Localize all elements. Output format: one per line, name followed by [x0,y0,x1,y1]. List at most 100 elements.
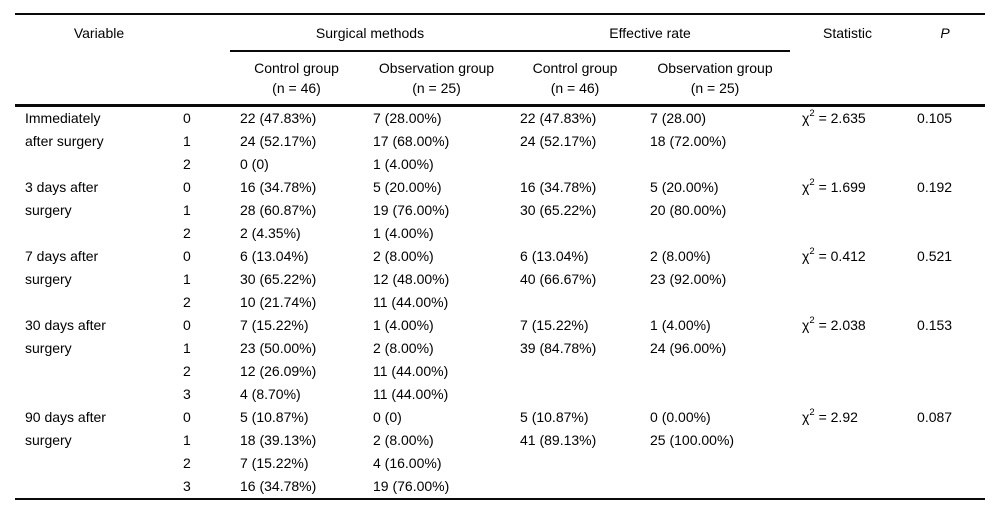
column-header-statistic: Statistic [823,25,873,41]
table-row: 2 7 (15.22%) 4 (16.00%) [15,452,985,475]
er-control-cell: 30 (65.22%) [520,202,597,218]
chi-symbol: χ [802,248,810,264]
sm-observation-cell: 11 (44.00%) [373,386,449,402]
sm-observation-cell: 12 (48.00%) [373,271,450,287]
score-cell: 0 [183,317,191,333]
variable-cell: surgery [25,432,72,448]
table-row: 7 days after 0 6 (13.04%) 2 (8.00%) 6 (1… [15,245,985,268]
variable-cell: surgery [25,271,72,287]
score-cell: 0 [183,179,191,195]
table-row: 3 days after 0 16 (34.78%) 5 (20.00%) 16… [15,176,985,199]
table-row: 2 2 (4.35%) 1 (4.00%) [15,222,985,245]
er-observation-cell [640,475,790,499]
sm-control-cell: 5 (10.87%) [240,409,309,425]
table-row: surgery 1 28 (60.87%) 19 (76.00%) 30 (65… [15,199,985,222]
sm-observation-cell: 4 (16.00%) [373,455,442,471]
group-header-effective-rate: Effective rate [510,14,791,52]
p-value-cell [905,153,985,176]
table-row: surgery 1 23 (50.00%) 2 (8.00%) 39 (84.7… [15,337,985,360]
subheader-er-control-label: Control group [532,60,618,76]
subheader-variable-spacer [15,51,173,107]
p-value-cell: 0.087 [917,409,953,425]
er-observation-cell: 25 (100.00%) [650,432,735,448]
sm-observation-cell: 11 (44.00%) [373,363,449,379]
chi-symbol: χ [802,409,810,425]
er-control-cell: 40 (66.67%) [520,271,597,287]
sm-control-cell: 6 (13.04%) [240,248,309,264]
group-header-surgical-methods: Surgical methods [230,14,511,52]
sm-observation-cell: 2 (8.00%) [373,432,434,448]
subheader-statistic-spacer [790,51,906,107]
score-cell: 3 [183,386,191,402]
variable-cell: 7 days after [25,248,99,264]
er-control-cell [510,153,640,176]
table-body: Immediately 0 22 (47.83%) 7 (28.00%) 22 … [15,106,985,500]
sm-observation-cell: 19 (76.00%) [373,478,450,494]
statistic-cell [790,452,905,475]
er-observation-cell: 24 (96.00%) [650,340,727,356]
score-cell: 2 [183,156,191,172]
score-cell: 1 [183,340,191,356]
sm-control-cell: 18 (39.13%) [240,432,317,448]
statistic-cell [790,130,905,153]
sm-control-cell: 23 (50.00%) [240,340,317,356]
er-observation-cell: 5 (20.00%) [650,179,719,195]
subheader-sm-observation-n: (n = 25) [412,80,461,96]
statistic-cell: χ2 = 0.412 [790,245,905,268]
er-observation-cell: 18 (72.00%) [650,133,727,149]
sm-control-cell: 16 (34.78%) [240,179,317,195]
sm-control-cell: 24 (52.17%) [240,133,317,149]
score-cell: 3 [183,478,191,494]
score-cell: 2 [183,225,191,241]
er-control-cell [510,360,640,383]
er-observation-cell [640,383,790,406]
sm-control-cell: 4 (8.70%) [240,386,301,402]
sm-control-cell: 10 (21.74%) [240,294,317,310]
variable-cell: 3 days after [25,179,99,195]
variable-cell: surgery [25,202,72,218]
header-row-subgroups: Control group (n = 46) Observation group (… [15,51,986,107]
er-observation-cell: 20 (80.00%) [650,202,727,218]
table-row: 90 days after 0 5 (10.87%) 0 (0) 5 (10.8… [15,406,985,429]
er-control-cell: 41 (89.13%) [520,432,597,448]
variable-cell [15,291,173,314]
variable-cell: after surgery [25,133,104,149]
sm-observation-cell: 2 (8.00%) [373,340,434,356]
column-header-score-spacer [173,14,230,51]
column-header-variable: Variable [73,25,125,41]
statistic-cell: χ2 = 2.038 [790,314,905,337]
variable-cell: Immediately [25,110,101,126]
variable-cell [15,222,173,245]
table-row: surgery 1 30 (65.22%) 12 (48.00%) 40 (66… [15,268,985,291]
table-row: surgery 1 18 (39.13%) 2 (8.00%) 41 (89.1… [15,429,985,452]
score-cell: 0 [183,110,191,126]
subheader-er-observation-n: (n = 25) [690,80,740,96]
sm-observation-cell: 1 (4.00%) [373,225,434,241]
statistic-cell [790,360,905,383]
statistic-cell [790,268,905,291]
subheader-sm-observation: Observation group (n = 25) [363,51,511,107]
er-observation-cell: 0 (0.00%) [650,409,711,425]
subheader-sm-control-label: Control group [254,60,339,76]
statistic-equation: = 2.038 [814,317,866,333]
header-row-groups: Variable Surgical methods Effective rate… [15,14,985,52]
statistic-cell [790,429,905,452]
subheader-er-control-n: (n = 46) [550,80,600,96]
table-row: after surgery 1 24 (52.17%) 17 (68.00%) … [15,130,985,153]
statistic-cell [790,153,905,176]
table-row: 3 16 (34.78%) 19 (76.00%) [15,475,985,499]
chi-exponent: 2 [809,246,815,258]
chi-exponent: 2 [809,108,815,120]
variable-cell: surgery [25,340,72,356]
sm-control-cell: 28 (60.87%) [240,202,317,218]
table-row: 2 12 (26.09%) 11 (44.00%) [15,360,985,383]
score-cell: 2 [183,363,191,379]
er-observation-cell: 1 (4.00%) [650,317,711,333]
subheader-er-observation: Observation group (n = 25) [640,51,791,107]
er-control-cell [510,383,640,406]
statistic-cell: χ2 = 2.92 [790,406,905,429]
er-observation-cell [640,452,790,475]
er-control-cell [510,475,640,499]
sm-observation-cell: 19 (76.00%) [373,202,450,218]
statistic-equation: = 1.699 [814,179,866,195]
